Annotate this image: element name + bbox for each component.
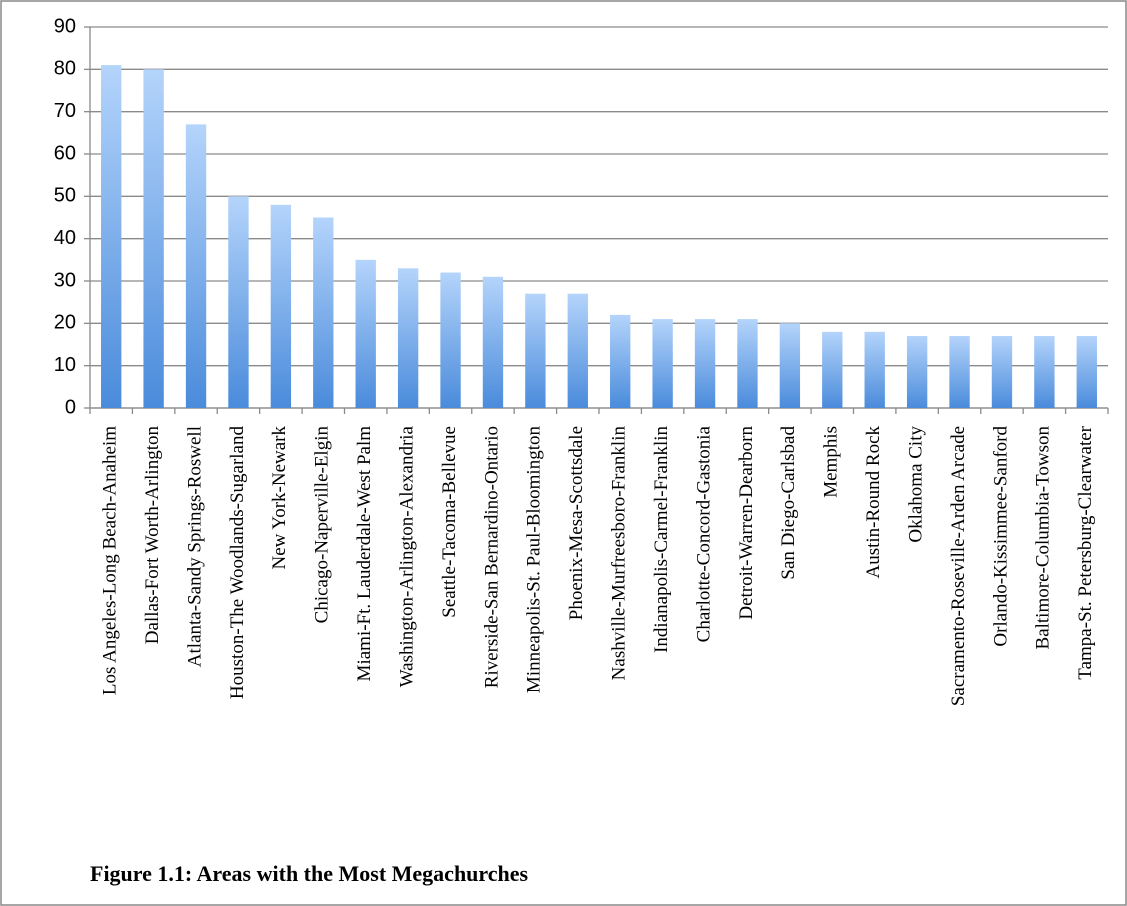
x-tick-label: Miami-Ft. Lauderdale-West Palm: [354, 426, 375, 682]
bar: [991, 336, 1013, 408]
x-tick-label: Washington-Arlington-Alexandria: [396, 425, 417, 687]
bar: [779, 323, 801, 408]
bar: [694, 319, 716, 408]
y-tick-label: 80: [54, 58, 76, 80]
bar: [567, 293, 588, 408]
bar: [525, 293, 546, 408]
x-tick-label: Austin-Round Rock: [863, 426, 884, 579]
x-tick-label: Detroit-Warren-Dearborn: [736, 426, 757, 620]
bar: [1034, 336, 1055, 408]
bar: [906, 336, 928, 408]
bar: [228, 196, 249, 408]
x-tick-label: Indianapolis-Carmel-Franklin: [651, 426, 672, 653]
bar: [1076, 336, 1097, 408]
y-tick-label: 90: [54, 15, 76, 37]
y-tick-label: 60: [54, 142, 76, 164]
bar: [652, 319, 673, 408]
bar: [610, 314, 631, 408]
bar: [864, 331, 885, 408]
x-tick-label: Seattle-Tacoma-Bellevue: [439, 426, 460, 618]
x-tick-label: Los Angeles-Long Beach-Anaheim: [100, 426, 121, 695]
x-tick-label: New York-Newark: [269, 426, 290, 570]
bar: [822, 331, 843, 408]
bar: [355, 259, 376, 408]
bar: [185, 124, 207, 408]
bar: [482, 276, 504, 408]
y-tick-label: 50: [54, 185, 76, 207]
bar: [397, 268, 419, 408]
y-tick-label: 20: [54, 312, 76, 334]
x-tick-label: Riverside-San Bernardino-Ontario: [481, 426, 502, 688]
x-tick-label: Houston-The Woodlands-Sugarland: [227, 426, 248, 700]
x-tick-label: Dallas-Fort Worth-Arlington: [142, 426, 163, 645]
chart-title: Figure 1.1: Areas with the Most Megachur…: [90, 861, 529, 886]
x-tick-label: Tampa-St. Petersburg-Clearwater: [1075, 425, 1096, 679]
x-tick-label: Chicago-Naperville-Elgin: [312, 426, 333, 624]
x-tick-label: Minneapolis-St. Paul-Bloomington: [524, 426, 545, 694]
bar: [313, 217, 334, 408]
bar: [143, 69, 164, 408]
y-tick-label: 10: [54, 354, 76, 376]
x-tick-label: Phoenix-Mesa-Scottsdale: [566, 426, 587, 620]
x-tick-label: Nashville-Murfreesboro-Franklin: [609, 426, 630, 681]
y-tick-label: 0: [65, 396, 76, 418]
y-tick-label: 40: [54, 227, 76, 249]
x-tick-label: Memphis: [821, 426, 842, 498]
bar: [270, 204, 292, 408]
bar: [737, 319, 758, 408]
bar: [949, 336, 970, 408]
x-tick-label: Baltimore-Columbia-Towson: [1033, 426, 1054, 650]
x-tick-label: Atlanta-Sandy Springs-Roswell: [184, 426, 205, 667]
bar: [101, 65, 122, 408]
x-tick-label: Sacramento-Roseville-Arden Arcade: [948, 426, 969, 706]
x-tick-label: Oklahoma City: [905, 426, 926, 543]
x-tick-label: Orlando-Kissimmee-Sanford: [990, 426, 1011, 647]
x-tick-label: Charlotte-Concord-Gastonia: [693, 425, 714, 642]
y-tick-label: 30: [54, 269, 76, 291]
x-tick-label: San Diego-Carlsbad: [778, 426, 799, 580]
bar: [440, 272, 461, 408]
y-tick-label: 70: [54, 100, 76, 122]
